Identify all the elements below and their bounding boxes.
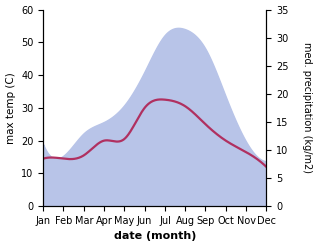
Y-axis label: max temp (C): max temp (C) — [5, 72, 16, 144]
X-axis label: date (month): date (month) — [114, 231, 196, 242]
Y-axis label: med. precipitation (kg/m2): med. precipitation (kg/m2) — [302, 42, 313, 173]
